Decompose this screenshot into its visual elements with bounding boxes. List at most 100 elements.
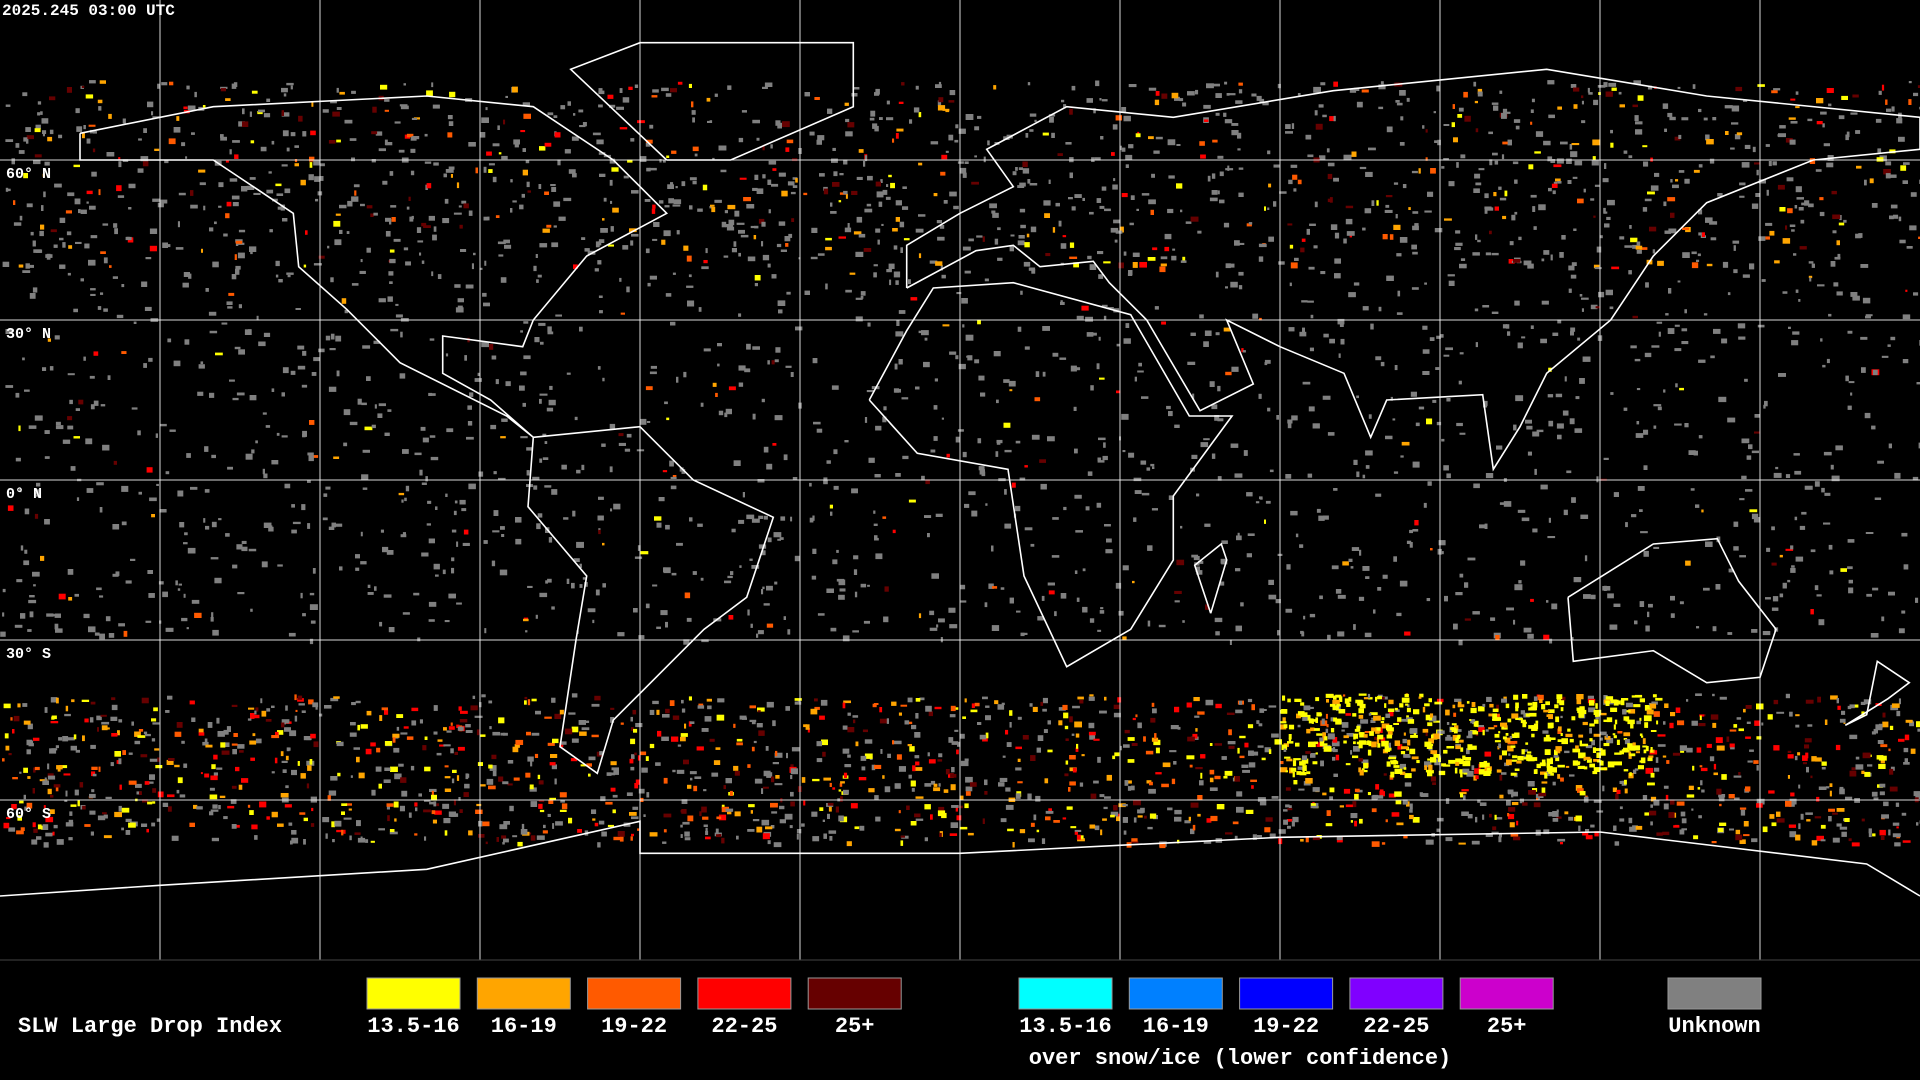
cloud-pixel	[1215, 93, 1222, 98]
cloud-pixel	[641, 767, 648, 773]
cloud-pixel	[137, 735, 146, 738]
cloud-pixel	[1445, 347, 1453, 351]
cloud-pixel	[1903, 762, 1910, 765]
cloud-pixel	[817, 253, 825, 256]
cloud-pixel	[1790, 98, 1796, 101]
cloud-pixel	[1341, 722, 1349, 728]
cloud-pixel	[724, 580, 732, 584]
cloud-pixel	[945, 109, 950, 113]
cloud-pixel	[792, 477, 798, 480]
cloud-pixel	[801, 823, 805, 827]
cloud-pixel	[1060, 243, 1067, 249]
cloud-pixel	[1555, 178, 1561, 182]
cloud-pixel	[853, 719, 856, 724]
cloud-pixel	[410, 170, 415, 176]
cloud-pixel	[142, 799, 148, 803]
cloud-pixel	[987, 140, 990, 146]
cloud-pixel	[964, 161, 969, 164]
cloud-pixel	[790, 775, 793, 780]
cloud-pixel	[1675, 707, 1681, 713]
cloud-pixel	[66, 87, 72, 93]
cloud-pixel	[1823, 143, 1830, 147]
cloud-pixel	[1150, 209, 1154, 215]
cloud-pixel	[83, 356, 86, 361]
cloud-pixel	[1538, 204, 1546, 211]
cloud-pixel	[1815, 169, 1822, 172]
cloud-pixel	[861, 766, 866, 771]
cloud-pixel	[1422, 371, 1430, 375]
cloud-pixel	[803, 724, 807, 728]
cloud-pixel	[1647, 757, 1653, 762]
cloud-pixel	[538, 799, 545, 802]
cloud-pixel	[319, 713, 323, 717]
cloud-pixel	[652, 700, 659, 705]
cloud-pixel	[3, 703, 11, 709]
cloud-pixel	[1425, 839, 1434, 845]
cloud-pixel	[653, 222, 660, 227]
cloud-pixel	[55, 421, 61, 425]
cloud-pixel	[46, 613, 54, 617]
cloud-pixel	[1556, 699, 1561, 704]
cloud-pixel	[610, 787, 616, 792]
cloud-pixel	[1614, 761, 1622, 766]
cloud-pixel	[1733, 521, 1739, 527]
cloud-pixel	[1096, 198, 1102, 203]
cloud-pixel	[631, 233, 639, 237]
cloud-pixel	[680, 736, 686, 742]
cloud-pixel	[1649, 810, 1657, 816]
cloud-pixel	[1824, 719, 1828, 725]
cloud-pixel	[858, 777, 867, 781]
cloud-pixel	[1010, 234, 1015, 237]
cloud-pixel	[1242, 350, 1246, 353]
cloud-pixel	[444, 788, 452, 792]
cloud-pixel	[1581, 95, 1584, 99]
cloud-pixel	[522, 402, 526, 407]
cloud-pixel	[1906, 246, 1913, 249]
cloud-pixel	[219, 795, 226, 798]
cloud-pixel	[204, 773, 210, 778]
cloud-pixel	[1422, 706, 1426, 713]
cloud-pixel	[1865, 532, 1874, 534]
cloud-pixel	[1592, 139, 1601, 146]
cloud-pixel	[193, 804, 198, 809]
cloud-pixel	[602, 218, 605, 221]
cloud-pixel	[686, 617, 692, 622]
cloud-pixel	[757, 630, 764, 635]
cloud-pixel	[1787, 208, 1793, 214]
cloud-pixel	[1650, 185, 1659, 191]
cloud-pixel	[1375, 727, 1381, 732]
cloud-pixel	[242, 108, 245, 115]
cloud-pixel	[1256, 95, 1262, 101]
cloud-pixel	[1743, 834, 1750, 837]
cloud-pixel	[709, 738, 715, 742]
cloud-pixel	[1530, 121, 1533, 125]
cloud-pixel	[1376, 200, 1379, 206]
cloud-pixel	[852, 715, 859, 718]
cloud-pixel	[739, 565, 742, 568]
cloud-pixel	[829, 782, 832, 787]
cloud-pixel	[1097, 251, 1104, 255]
cloud-pixel	[231, 195, 240, 200]
cloud-pixel	[1527, 757, 1535, 762]
cloud-pixel	[1310, 803, 1316, 806]
cloud-pixel	[886, 100, 890, 105]
cloud-pixel	[790, 372, 794, 377]
cloud-pixel	[284, 483, 291, 489]
cloud-pixel	[538, 322, 546, 326]
cloud-pixel	[398, 492, 405, 496]
cloud-pixel	[343, 829, 346, 834]
cloud-pixel	[492, 731, 501, 736]
cloud-pixel	[282, 367, 289, 374]
cloud-pixel	[792, 185, 798, 188]
cloud-pixel	[1836, 698, 1839, 704]
cloud-pixel	[1648, 603, 1653, 608]
cloud-pixel	[1285, 804, 1290, 808]
cloud-pixel	[187, 105, 196, 111]
cloud-pixel	[255, 707, 259, 712]
cloud-pixel	[450, 722, 453, 726]
cloud-pixel	[1388, 756, 1397, 760]
cloud-pixel	[1460, 793, 1464, 798]
cloud-pixel	[228, 292, 235, 296]
cloud-pixel	[1248, 222, 1253, 225]
cloud-pixel	[341, 803, 348, 806]
